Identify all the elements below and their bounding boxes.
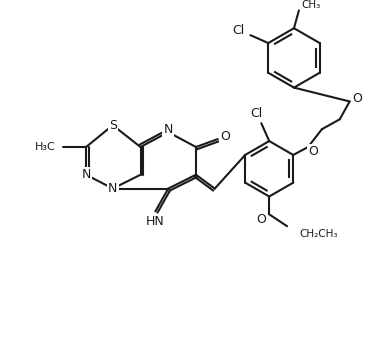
Text: Cl: Cl <box>232 24 245 37</box>
Text: O: O <box>353 92 362 105</box>
Text: O: O <box>257 213 266 226</box>
Text: N: N <box>164 123 173 136</box>
Text: O: O <box>308 146 318 158</box>
Text: S: S <box>109 119 117 132</box>
Text: CH₂CH₃: CH₂CH₃ <box>299 229 338 239</box>
Text: N: N <box>108 182 118 195</box>
Text: O: O <box>221 130 231 142</box>
Text: Cl: Cl <box>250 107 263 120</box>
Text: CH₃: CH₃ <box>301 0 320 10</box>
Text: HN: HN <box>146 215 165 228</box>
Text: H₃C: H₃C <box>35 142 55 152</box>
Text: N: N <box>81 168 91 181</box>
